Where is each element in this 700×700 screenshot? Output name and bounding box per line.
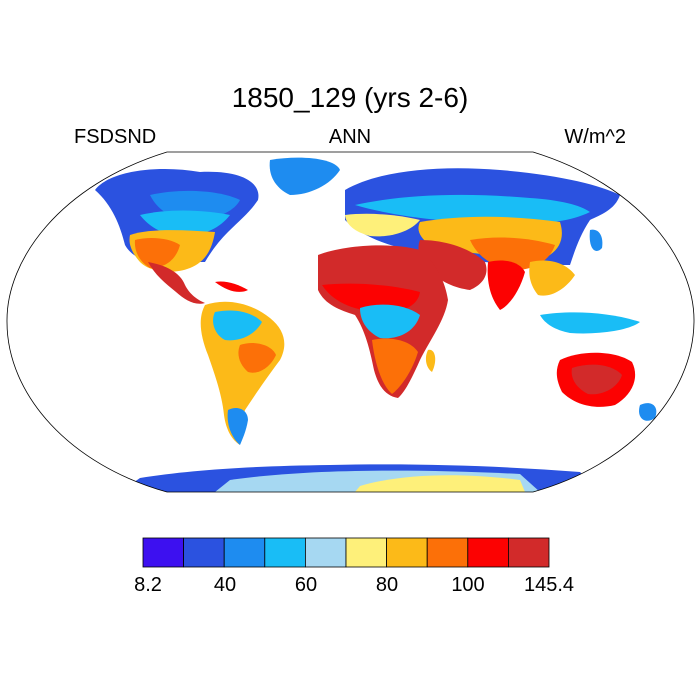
land-europe (345, 213, 420, 237)
colorbar-swatch (142, 537, 184, 568)
land-mexico (148, 262, 205, 304)
land-na-band (140, 210, 230, 236)
colorbar-swatch (304, 537, 347, 568)
colorbar-swatch (264, 537, 306, 568)
land-madagascar (425, 349, 436, 372)
land-amazon (213, 310, 262, 341)
variable-label: FSDSND (74, 126, 157, 148)
colorbar-swatch (345, 537, 387, 568)
colorbar-swatch (223, 537, 266, 568)
colorbar-tick-label: 80 (375, 574, 399, 596)
land-indonesia (540, 312, 640, 334)
land-australia-core (571, 364, 622, 395)
colorbar (142, 537, 550, 568)
land-patagonia (227, 408, 248, 445)
land-japan (589, 229, 603, 251)
units-label: W/m^2 (564, 126, 626, 148)
land-usa-west (134, 237, 180, 268)
land-india (487, 260, 525, 310)
land-caribbean (215, 281, 248, 292)
land-africa-south (372, 338, 418, 394)
colorbar-swatch (386, 537, 428, 568)
colorbar-swatch (183, 537, 225, 568)
land-africa-sahel (322, 283, 420, 312)
colorbar-tick-label: 100 (451, 574, 485, 596)
colorbar-tick-label: 40 (213, 574, 237, 596)
colorbar-tick-label: 8.2 (134, 574, 162, 596)
land-new-zealand (639, 403, 657, 421)
period-label: ANN (328, 126, 372, 148)
colorbar-swatch (507, 537, 550, 568)
colorbar-tick-label: 145.4 (523, 574, 575, 596)
land-middle-east (418, 240, 487, 290)
colorbar-tick-label: 60 (294, 574, 318, 596)
land-sa-brazil (238, 343, 276, 373)
map-fill-layer (95, 157, 657, 492)
land-equatorial-africa (360, 304, 420, 339)
map-border (6, 151, 695, 493)
colorbar-swatch (467, 537, 509, 568)
land-greenland (269, 157, 340, 195)
land-se-asia (529, 260, 575, 296)
plot-title: 1850_129 (yrs 2-6) (231, 82, 469, 113)
colorbar-swatch (426, 537, 469, 568)
land-eurasia-band (355, 194, 590, 225)
land-antarctica-core (355, 475, 525, 492)
